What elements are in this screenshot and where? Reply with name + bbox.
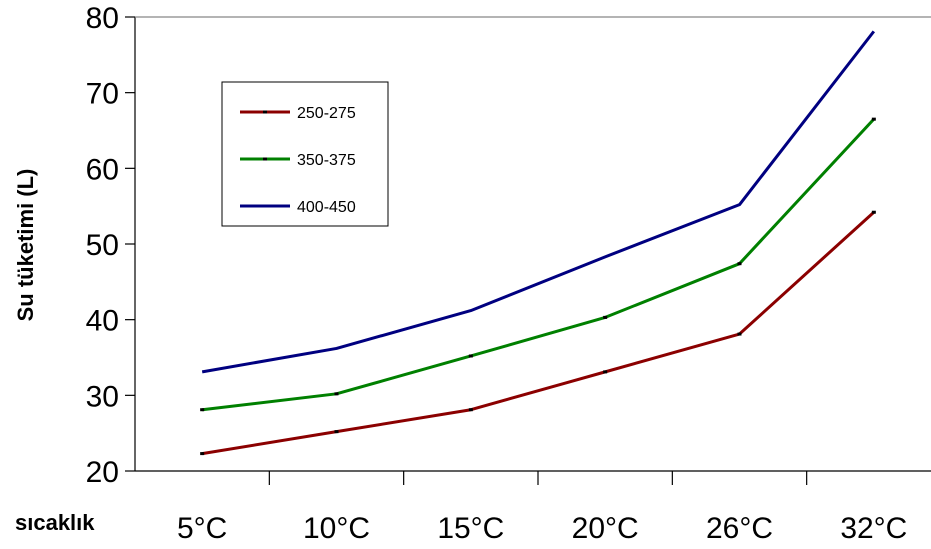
data-point xyxy=(334,392,339,396)
data-point xyxy=(200,452,205,456)
x-tick-label: 32°C xyxy=(840,512,907,545)
y-tick-label: 20 xyxy=(86,456,119,489)
data-point xyxy=(468,408,473,412)
x-axis-ticks: 5°C 10°C 15°C 20°C 26°C 32°C xyxy=(177,471,907,545)
y-axis-ticks: 20 30 40 50 60 70 80 xyxy=(86,2,135,489)
y-tick-label: 80 xyxy=(86,2,119,35)
x-axis-title: sıcaklık xyxy=(15,510,95,535)
chart-series xyxy=(200,30,876,456)
y-axis-title: Su tüketimi (L) xyxy=(13,169,38,322)
data-point xyxy=(603,315,608,319)
x-tick-label: 10°C xyxy=(303,512,370,545)
x-tick-label: 15°C xyxy=(437,512,504,545)
y-tick-label: 70 xyxy=(86,78,119,111)
data-point xyxy=(871,117,876,121)
y-tick-label: 30 xyxy=(86,380,119,413)
legend-label: 400-450 xyxy=(297,199,356,216)
x-tick-label: 26°C xyxy=(706,512,773,545)
data-point xyxy=(603,370,608,374)
y-tick-label: 40 xyxy=(86,305,119,338)
data-point xyxy=(334,430,339,434)
legend-box xyxy=(221,81,389,227)
x-tick-label: 20°C xyxy=(572,512,639,545)
legend-marker xyxy=(263,157,267,161)
y-tick-label: 60 xyxy=(86,153,119,186)
series-line-400-450 xyxy=(201,30,876,374)
legend-label: 250-275 xyxy=(297,105,356,122)
x-tick-label: 5°C xyxy=(177,512,227,545)
data-point xyxy=(871,210,876,214)
chart-legend: 250-275 350-375 400-450 xyxy=(221,81,389,227)
data-point xyxy=(200,408,205,412)
data-point xyxy=(737,262,742,266)
legend-marker xyxy=(263,110,267,114)
series-line-350-375 xyxy=(201,118,875,412)
data-point xyxy=(737,332,742,336)
y-tick-label: 50 xyxy=(86,229,119,262)
data-point xyxy=(468,354,473,358)
series-line-250-275 xyxy=(201,211,875,456)
legend-label: 350-375 xyxy=(297,152,356,169)
